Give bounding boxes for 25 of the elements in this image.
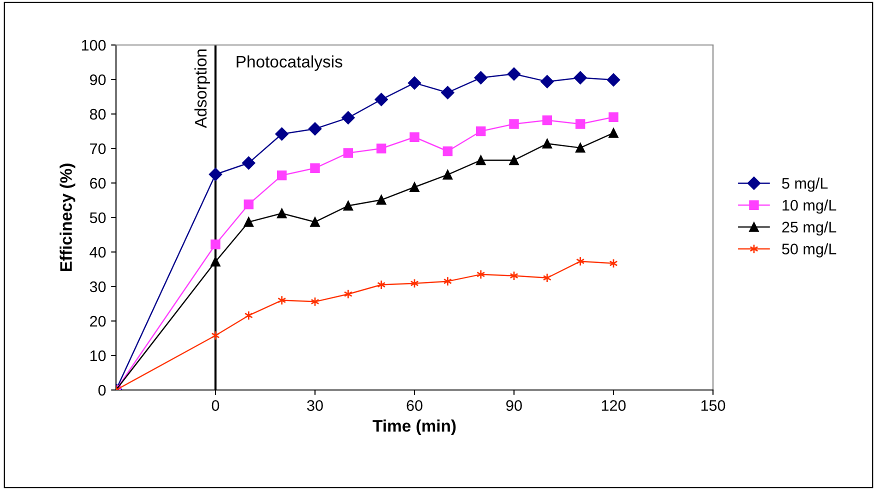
x-tick-label: 60 — [406, 400, 422, 411]
y-tick-label: 40 — [90, 246, 106, 258]
x-tick-label: 120 — [602, 400, 626, 411]
y-tick-label: 0 — [98, 384, 106, 396]
y-tick-label: 30 — [90, 281, 106, 292]
y-tick-label: 60 — [90, 178, 106, 189]
y-tick-label: 50 — [90, 212, 106, 224]
y-tick-label: 90 — [90, 74, 106, 86]
y-tick-label: 20 — [90, 316, 106, 327]
annotation: Photocatalysis — [236, 55, 342, 71]
x-tick-label: 30 — [307, 400, 323, 411]
legend-label: 25 mg/L — [782, 221, 836, 236]
y-tick-label: 10 — [90, 350, 106, 362]
y-axis-title: Efficinecy (%) — [60, 164, 76, 272]
ref-line-label: Adsorption — [194, 50, 210, 128]
x-tick-label: 0 — [212, 400, 220, 411]
y-tick-label: 70 — [90, 143, 106, 154]
x-tick-label: 90 — [506, 400, 522, 411]
x-axis-title: Time (min) — [372, 420, 456, 436]
legend-label: 50 mg/L — [782, 243, 836, 258]
x-tick-label: 150 — [701, 400, 726, 411]
legend-label: 10 mg/L — [782, 199, 836, 214]
y-tick-label: 80 — [90, 108, 106, 120]
legend-label: 5 mg/L — [782, 178, 828, 192]
y-tick-label: 100 — [82, 40, 106, 51]
